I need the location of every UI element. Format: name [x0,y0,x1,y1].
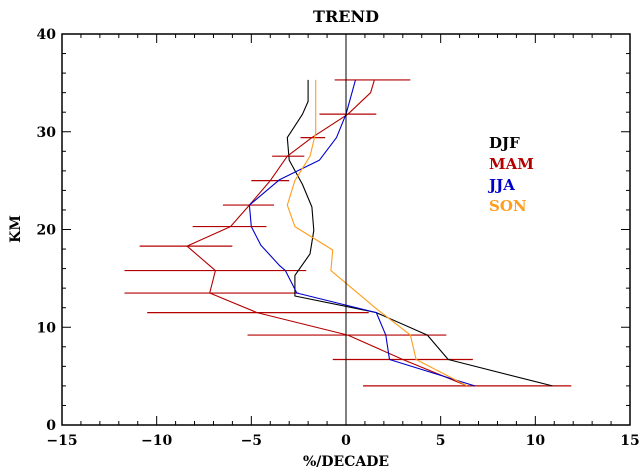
x-tick-label: 15 [620,433,639,449]
chart-title: TREND [313,7,379,26]
legend-entry-jja: JJA [487,176,515,194]
x-tick-label: 5 [436,433,446,449]
x-tick-label: −15 [46,433,77,449]
series-line-jja [248,79,475,387]
y-tick-label: 10 [37,320,57,336]
x-axis-title: %/DECADE [303,454,389,470]
series-line-djf [286,79,553,387]
legend-entry-mam: MAM [489,155,534,173]
y-axis-title: KM [8,215,24,243]
error-bars [124,79,572,387]
y-tick-label: 0 [46,418,56,434]
legend: DJF MAM JJA SON [487,134,534,215]
x-tick-label: 0 [341,433,351,449]
series-lines [186,79,553,387]
legend-entry-son: SON [489,197,527,215]
series-line-mam [186,79,468,387]
x-tick-label: −5 [241,433,262,449]
legend-entry-djf: DJF [489,134,520,152]
x-tick-label: −10 [141,433,172,449]
x-tick-label: 10 [526,433,546,449]
series-line-son [286,79,468,387]
y-tick-label: 30 [37,125,57,141]
axis-tick-labels: −15 −10 −5 0 5 10 15 0 10 20 30 40 [37,27,640,449]
y-tick-label: 40 [37,27,57,43]
y-tick-label: 20 [37,223,57,239]
axis-ticks [61,33,631,426]
